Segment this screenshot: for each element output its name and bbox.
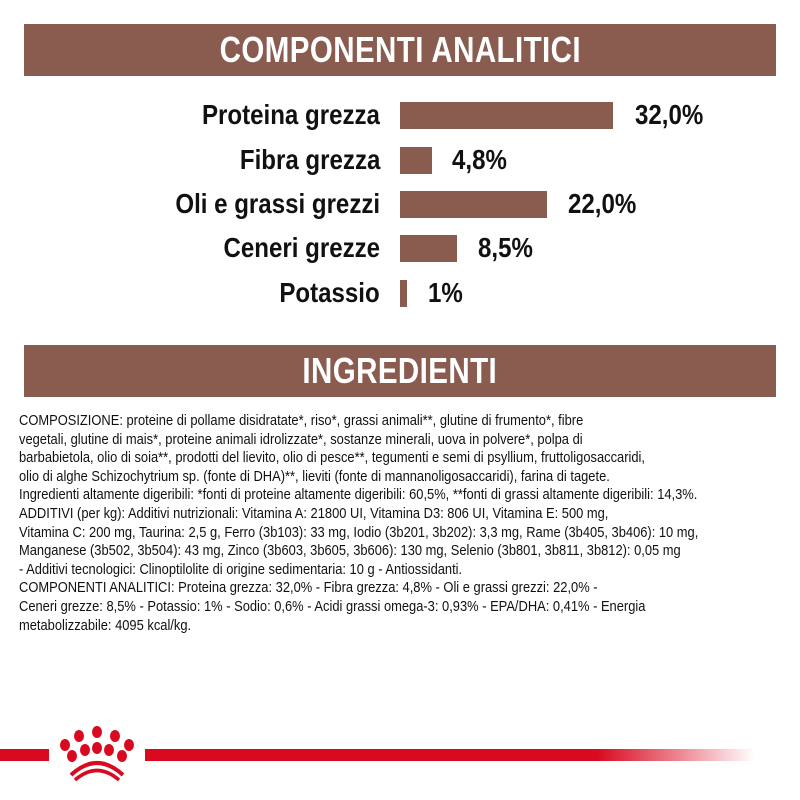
bar-fats [400,191,547,218]
bar-ash [400,235,457,262]
row-label: Ceneri grezze [223,232,380,263]
bar-potassium [400,280,407,307]
ingredients-line: Ingredienti altamente digeribili: *fonti… [19,486,698,504]
ingredients-text: COMPOSIZIONE: proteine di pollame disidr… [19,412,799,635]
ingredients-title: INGREDIENTI [302,350,498,391]
row-value: 22,0% [568,188,637,219]
ingredients-line: olio di alghe Schizochytrium sp. (fonte … [19,467,610,485]
chart-row-fiber: Fibra grezza 4,8% [0,144,800,175]
royal-canin-crown-icon [60,726,134,782]
row-label: Potassio [279,277,380,308]
row-label: Proteina grezza [202,99,380,130]
row-label: Fibra grezza [239,144,380,175]
ingredients-line: vegetali, glutine di mais*, proteine ani… [19,430,583,448]
row-value: 8,5% [478,232,533,263]
ingredients-banner: INGREDIENTI [24,345,776,397]
bar-protein [400,102,613,129]
chart-row-fats: Oli e grassi grezzi 22,0% [0,188,800,219]
ingredients-line: ADDITIVI (per kg): Additivi nutrizionali… [19,504,609,522]
ingredients-line: metabolizzabile: 4095 kcal/kg. [19,616,192,634]
analytic-components-banner: COMPONENTI ANALITICI [24,24,776,76]
brand-red-line-right [145,749,755,761]
bar-fiber [400,147,432,174]
row-value: 1% [428,277,463,308]
row-value: 32,0% [635,99,704,130]
brand-red-line-left [0,749,49,761]
chart-row-protein: Proteina grezza 32,0% [0,99,800,130]
ingredients-line: - Additivi tecnologici: Clinoptilolite d… [19,560,463,578]
chart-row-potassium: Potassio 1% [0,277,800,308]
ingredients-line: Vitamina C: 200 mg, Taurina: 2,5 g, Ferr… [19,523,699,541]
analytic-components-title: COMPONENTI ANALITICI [219,29,581,70]
ingredients-line: barbabietola, olio di soia**, prodotti d… [19,449,645,467]
ingredients-line: COMPOSIZIONE: proteine di pollame disidr… [19,412,584,429]
ingredients-line: Manganese (3b502, 3b504): 43 mg, Zinco (… [19,542,681,560]
ingredients-line: Ceneri grezze: 8,5% - Potassio: 1% - Sod… [19,597,646,615]
ingredients-line: COMPONENTI ANALITICI: Proteina grezza: 3… [19,579,598,597]
row-value: 4,8% [452,144,507,175]
row-label: Oli e grassi grezzi [175,188,380,219]
chart-row-ash: Ceneri grezze 8,5% [0,232,800,263]
